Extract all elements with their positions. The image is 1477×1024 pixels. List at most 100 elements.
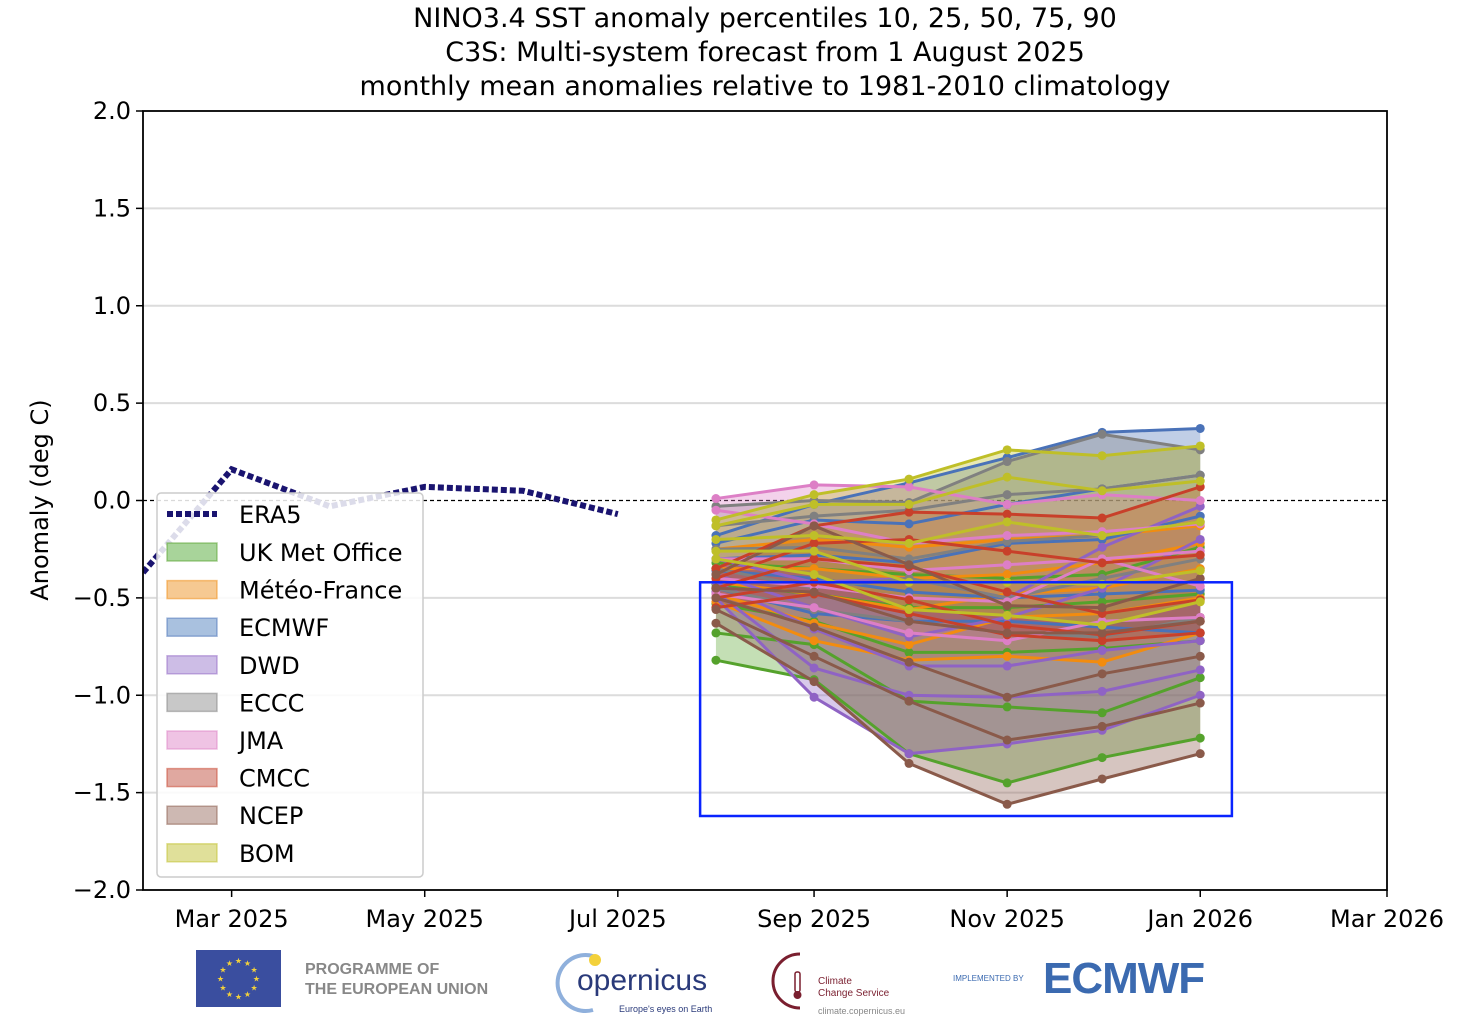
point-cmcc-p75: [1195, 550, 1205, 560]
point-ncep-p90: [1195, 573, 1205, 583]
point-jma-p75: [1002, 531, 1012, 541]
eu-text-line-1: PROGRAMME OF: [305, 961, 440, 978]
point-jma-p10: [809, 603, 819, 613]
legend-swatch: [166, 805, 218, 825]
legend-label: UK Met Office: [239, 539, 403, 567]
point-ncep-p75: [1002, 628, 1012, 638]
point-ncep-p10: [1097, 774, 1107, 784]
point-bom-p75: [1195, 476, 1205, 486]
point-bom-p50: [1002, 517, 1012, 527]
point-jma-p90: [1002, 499, 1012, 509]
legend-swatch: [166, 843, 218, 863]
legend-label: ECMWF: [239, 614, 329, 642]
line-ecmwf-p50: [715, 514, 1201, 565]
point-jma-p75: [711, 505, 721, 515]
axes: 2.0 1.5 1.0 0.5 0.0 −0.5 −1.0 −1.5 −2.0 Mar 2025 M…: [73, 97, 1444, 933]
point-uk-met-office-p25: [1097, 708, 1107, 718]
point-dwd-p90: [1097, 542, 1107, 552]
y-tick-label: −2.0: [73, 876, 131, 904]
point-bom-p10: [1002, 610, 1012, 620]
point-jma-p50: [1002, 560, 1012, 570]
point-dwd-p25: [1195, 665, 1205, 675]
legend-swatch: [166, 730, 218, 750]
point-ncep-p10: [711, 618, 721, 628]
point-bom-p10: [809, 570, 819, 580]
point-uk-met-office-p50: [904, 647, 914, 657]
line-uk-met-office-p25: [715, 631, 1201, 715]
eu-programme-text: PROGRAMME OF THE EUROPEAN UNION: [305, 960, 488, 1000]
legend-label: CMCC: [239, 765, 310, 793]
eu-star-icon: ★: [226, 959, 233, 968]
x-tick-label: Mar 2026: [1330, 905, 1444, 933]
legend-label: DWD: [239, 652, 300, 680]
y-tick-label: 2.0: [93, 97, 131, 125]
point-eccc-p75: [809, 511, 819, 521]
line-jma-p90: [715, 483, 1201, 506]
y-tick-label: 0.5: [93, 389, 131, 417]
point-ncep-p50: [1002, 692, 1012, 702]
point-ncep-p25: [1097, 721, 1107, 731]
highlight-box: [698, 581, 1234, 818]
point-bom-p90: [1097, 451, 1107, 461]
point-jma-p10: [904, 628, 914, 638]
eu-star-icon: ★: [251, 984, 258, 993]
y-tick-label: 1.5: [93, 194, 131, 222]
point-dwd-p10: [1195, 690, 1205, 700]
legend-swatch: [166, 542, 218, 562]
point-dwd-p25: [809, 663, 819, 673]
c3s-url: climate.copernicus.eu: [818, 1006, 906, 1016]
legend: ERA5 UK Met Office Météo-France ECMWF DWD ECC…: [156, 492, 424, 878]
point-bom-p50: [711, 534, 721, 544]
point-bom-p90: [809, 490, 819, 500]
legend-label: NCEP: [239, 802, 303, 830]
line-eccc-p90: [715, 432, 1201, 508]
point-cmcc-p75: [1002, 546, 1012, 556]
legend-label-era5: ERA5: [239, 501, 302, 529]
legend-swatch: [166, 617, 218, 637]
point-cmcc-p75: [809, 538, 819, 548]
forecast-lines: [698, 423, 1234, 818]
point-ncep-p90: [809, 521, 819, 531]
line-bom-p90: [715, 444, 1201, 522]
point-ncep-p75: [1097, 628, 1107, 638]
point-ncep-p90: [904, 560, 914, 570]
point-bom-p90: [1002, 445, 1012, 455]
point-bom-p50: [809, 531, 819, 541]
line-ncep-p75: [715, 586, 1201, 635]
implemented-by-text: IMPLEMENTED BY: [953, 974, 1024, 983]
point-uk-met-office-p25: [1195, 673, 1205, 683]
point-ncep-p10: [1195, 749, 1205, 759]
point-eccc-p90: [1002, 457, 1012, 467]
line-jma-p50: [715, 549, 1201, 573]
point-uk-met-office-p25: [1002, 702, 1012, 712]
legend-label: Météo-France: [239, 577, 402, 605]
point-ncep-p75: [904, 616, 914, 626]
legend-swatch: [166, 655, 218, 675]
chart-title-line-1: NINO3.4 SST anomaly percentiles 10, 25, …: [413, 3, 1117, 34]
point-bom-p10: [1097, 620, 1107, 630]
footer-logos: ★ ★ ★ ★ ★ ★ ★ ★ ★ ★ ★ ★ PROGRAMME OF THE EUROPEAN U…: [0, 940, 1477, 1024]
y-tick-label: −0.5: [73, 584, 131, 612]
point-uk-met-office-p25: [711, 628, 721, 638]
legend-box: [156, 492, 424, 878]
point-ncep-p50: [809, 622, 819, 632]
point-bom-p10: [1195, 597, 1205, 607]
x-tick-label: Mar 2025: [175, 905, 289, 933]
point-uk-met-office-p10: [1002, 778, 1012, 788]
point-m-t-o-france-p75: [1002, 570, 1012, 580]
point-ncep-p50: [1195, 651, 1205, 661]
point-cmcc-p90: [1097, 513, 1107, 523]
point-dwd-p25: [1097, 686, 1107, 696]
point-ncep-p10: [1002, 799, 1012, 809]
c3s-name: Climate Change Service: [818, 976, 889, 1000]
point-m-t-o-france-p10: [1002, 651, 1012, 661]
point-m-t-o-france-p10: [1097, 657, 1107, 667]
point-ncep-p75: [1195, 616, 1205, 626]
thermometer-cloud-icon: [771, 952, 802, 1010]
line-uk-met-office-p10: [715, 658, 1201, 785]
eu-stars-icon: ★ ★★★★★★★★★★★: [217, 957, 260, 1002]
eu-star-icon: ★: [244, 990, 251, 999]
point-dwd-p10: [809, 692, 819, 702]
point-uk-met-office-p10: [1097, 753, 1107, 763]
line-cmcc-p10: [715, 592, 1201, 643]
